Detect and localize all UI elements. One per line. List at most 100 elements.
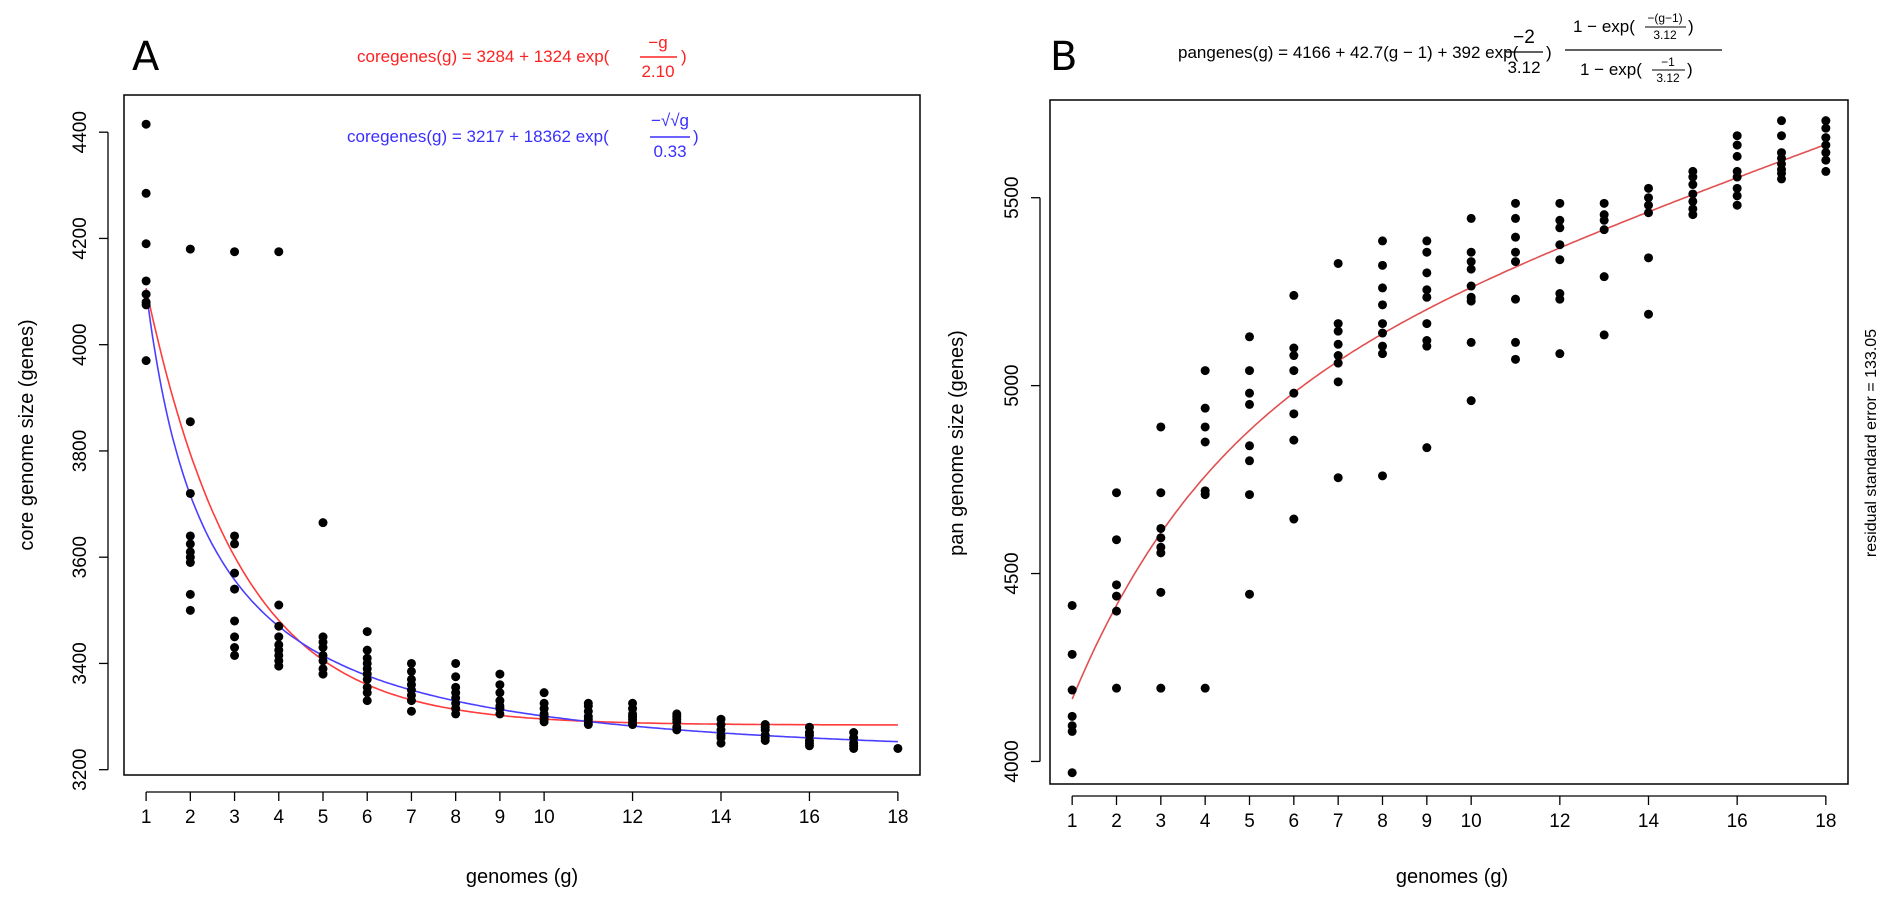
panel-b-data-point [1245,388,1254,398]
panel-b-data-point [1200,683,1210,693]
panel-b-data-point [1333,319,1343,329]
eq-pan-frac2-den-inner-den: 3.12 [1656,71,1680,85]
panel-a-x-tick-label: 18 [887,807,908,828]
panel-b-x-tick-label: 14 [1638,811,1660,832]
panel-b-data-point [1112,591,1121,601]
panel-a-equation-blue: coregenes(g) = 3217 + 18362 exp( −√√g 0.… [347,111,699,161]
eq-red-lhs: coregenes(g) = 3284 + 1324 exp( [357,47,610,66]
panel-a-data-point [185,605,195,615]
panel-b-x-tick-label: 6 [1289,811,1300,832]
panel-b-data-point [1378,341,1387,351]
panel-b-data-point [1067,711,1077,721]
eq-pan-frac1-num: −2 [1513,27,1535,48]
panel-a-x-tick-label: 16 [799,807,820,828]
eq-pan-frac1-den: 3.12 [1507,58,1540,77]
panel-b-data-point [1289,435,1299,445]
panel-b-data-point [1644,200,1653,210]
panel-b-x-tick-label: 9 [1422,811,1433,832]
panel-b-x-tick-label: 16 [1727,811,1748,832]
panel-b-data-point [1555,349,1565,359]
panel-b-data-point [1821,140,1831,150]
eq-pan-frac2-den: 1 − exp( [1580,60,1642,79]
panel-b-data-point [1112,580,1121,590]
panel-b-x-tick-label: 12 [1549,811,1570,832]
panel-b-data-point [1156,422,1166,432]
panel-b-y-tick-label: 5500 [1002,177,1023,219]
panel-b-data-point [1289,290,1299,300]
panel-b-data-point [1378,471,1387,481]
panel-b-data-point [1289,514,1299,524]
panel-b-data-point [1821,166,1831,176]
panel-b-data-point [1200,490,1210,500]
panel-a-data-point [716,738,726,748]
panel-b-data-point [1777,174,1786,184]
panel-b-data-point [1599,215,1609,225]
panel-a-data-point [230,539,240,549]
panel-a-data-point [230,650,240,660]
panel-b-x-tick-label: 1 [1067,811,1078,832]
eq-pan-frac1-close: ) [1546,43,1552,62]
panel-b-x-tick-label: 18 [1815,811,1836,832]
panel-a-data-point [274,621,284,631]
panel-a-data-point [274,600,284,610]
panel-b-y-tick-label: 4000 [1002,740,1023,782]
panel-b-x-tick-label: 7 [1333,811,1344,832]
panel-b-data-point [1644,253,1653,263]
panel-a-y-axis-label: core genome size (genes) [16,319,38,550]
panel-a-data-point [318,518,328,528]
panel-a-data-point [141,289,151,299]
panel-a-data-point [451,709,461,719]
panel-a-y-tick-label: 3200 [70,749,91,791]
panel-a-x-tick-label: 2 [185,807,196,828]
panel-a-data-point [274,661,284,671]
panel-b-data-point [1422,341,1432,351]
panel-b-fit-curve [1071,143,1827,700]
panel-b-label: B [1050,34,1077,80]
panel-a-data-point [672,725,682,735]
panel-b-y-axis-label: pan genome size (genes) [946,330,968,556]
panel-a-data-point [406,658,416,668]
panel-b-data-point [1245,456,1254,466]
panel-a-y-tick-label: 4200 [70,217,91,259]
panel-a-y-tick-label: 4400 [70,111,91,153]
panel-b-data-point [1289,366,1299,376]
panel-b-data-point [1245,332,1254,342]
panel-a-x-tick-label: 12 [622,807,643,828]
panel-b-data-point [1644,193,1653,203]
panel-b-data-point [1333,339,1343,349]
panel-a-data-point [185,417,195,427]
panel-b-data-point [1821,133,1831,143]
panel-a-data-point [185,539,195,549]
panel-b-residual-note: residual standard error = 133.05 [1863,329,1880,557]
panel-a-data-point [362,674,372,684]
panel-a: A coregenes(g) = 3284 + 1324 exp( −g 2.1… [16,33,921,888]
panel-b-x-axis-label: genomes (g) [1396,866,1508,888]
panel-b-data-point [1688,210,1698,220]
panel-b: B pangenes(g) = 4166 + 42.7(g − 1) + 392… [946,11,1880,888]
panel-b-data-point [1777,131,1786,141]
eq-red-den: 2.10 [641,62,674,81]
panel-a-data-point [274,247,284,257]
panel-b-data-point [1422,236,1432,246]
panel-b-data-point [1245,399,1254,409]
panel-a-data-point [141,276,151,286]
panel-b-x-tick-label: 2 [1111,811,1122,832]
eq-blue-num: −√√g [651,111,689,130]
eq-blue-lhs: coregenes(g) = 3217 + 18362 exp( [347,127,609,146]
panel-a-data-point [185,244,195,254]
panel-b-data-point [1555,215,1565,225]
panel-a-data-point [362,688,372,698]
panel-b-data-point [1067,726,1077,736]
panel-b-data-point [1422,247,1432,257]
panel-a-plot-frame [123,94,921,776]
panel-a-points [141,119,903,753]
panel-b-data-point [1555,198,1565,208]
panel-a-data-point [406,666,416,676]
panel-b-data-point [1378,328,1387,338]
panel-b-data-point [1422,285,1432,295]
panel-a-data-point [362,696,372,706]
panel-b-data-point [1555,255,1565,265]
panel-b-x-tick-label: 5 [1244,811,1255,832]
panel-b-data-point [1511,232,1520,242]
panel-b-data-point [1511,354,1520,364]
